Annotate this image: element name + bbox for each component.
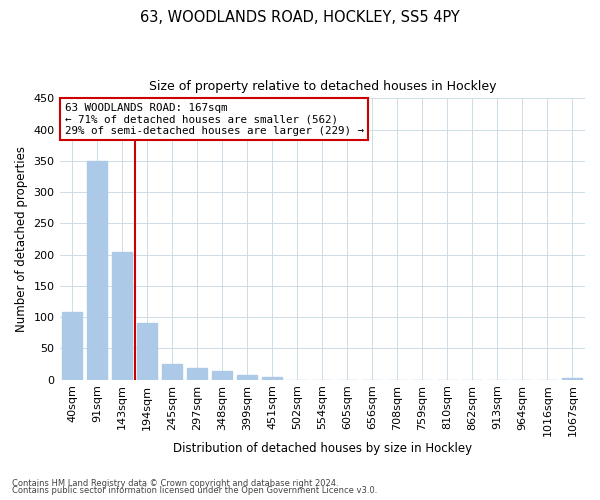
Text: Contains public sector information licensed under the Open Government Licence v3: Contains public sector information licen… [12,486,377,495]
Bar [137,324,157,380]
Text: Contains HM Land Registry data © Crown copyright and database right 2024.: Contains HM Land Registry data © Crown c… [12,478,338,488]
Bar [562,378,583,380]
Bar [262,376,282,380]
Title: Size of property relative to detached houses in Hockley: Size of property relative to detached ho… [149,80,496,93]
Text: 63 WOODLANDS ROAD: 167sqm
← 71% of detached houses are smaller (562)
29% of semi: 63 WOODLANDS ROAD: 167sqm ← 71% of detac… [65,102,364,136]
Bar [87,161,107,380]
Bar [62,312,82,380]
Text: 63, WOODLANDS ROAD, HOCKLEY, SS5 4PY: 63, WOODLANDS ROAD, HOCKLEY, SS5 4PY [140,10,460,25]
Bar [112,252,132,380]
Bar [237,374,257,380]
Bar [162,364,182,380]
Y-axis label: Number of detached properties: Number of detached properties [15,146,28,332]
Bar [187,368,207,380]
X-axis label: Distribution of detached houses by size in Hockley: Distribution of detached houses by size … [173,442,472,455]
Bar [212,371,232,380]
